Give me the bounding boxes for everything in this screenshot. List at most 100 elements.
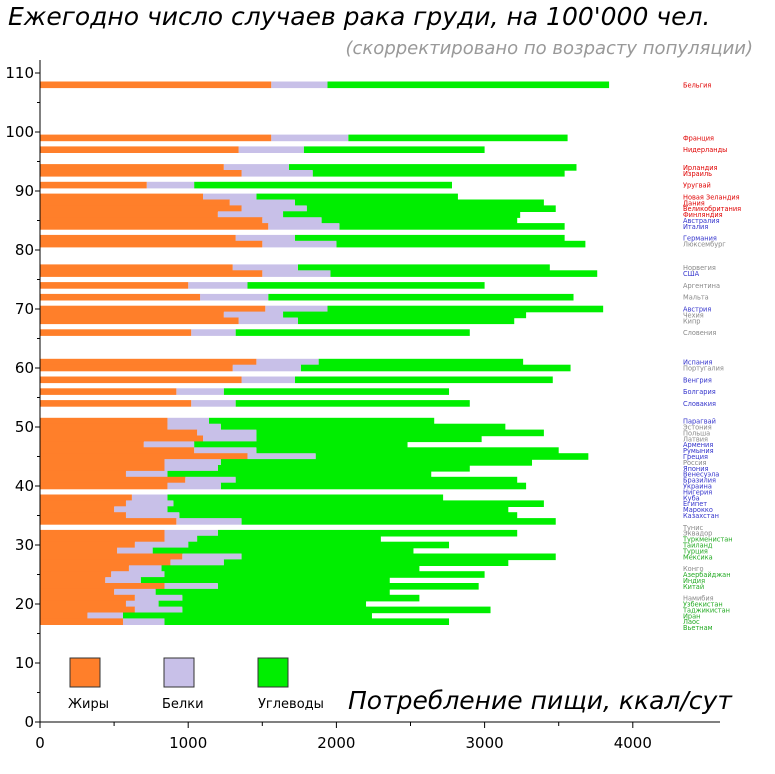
country-label: Нигерия	[683, 488, 712, 496]
bar-carbs	[303, 146, 485, 153]
bar-fat	[40, 305, 266, 313]
country-label: Чехия	[683, 311, 704, 319]
bar-protein	[241, 170, 313, 177]
bar-carbs	[348, 134, 568, 142]
bar-protein	[191, 329, 236, 336]
bar-protein	[271, 81, 328, 89]
bar-protein	[134, 594, 183, 602]
bar-protein	[271, 134, 349, 142]
country-label: Венесуэла	[683, 471, 719, 479]
bar-protein	[232, 364, 301, 372]
bar-protein	[164, 459, 221, 466]
country-label: Индия	[683, 577, 705, 585]
bar-protein	[164, 583, 218, 590]
country-label: Италия	[683, 223, 708, 231]
bar-carbs	[173, 500, 544, 507]
bar-carbs	[312, 170, 565, 177]
bar-fat	[40, 600, 126, 608]
country-label: Словакия	[683, 400, 716, 408]
country-label: Вьетнам	[683, 624, 713, 632]
country-label: Эквадор	[683, 530, 712, 538]
bar-protein	[229, 199, 295, 207]
country-label: Уругвай	[683, 182, 711, 190]
bar-fat	[40, 559, 171, 566]
bar-protein	[125, 512, 180, 519]
bar-carbs	[256, 429, 544, 437]
bar-fat	[40, 465, 165, 472]
bar-carbs	[256, 193, 458, 201]
country-label: Латвия	[683, 435, 708, 443]
bar-carbs	[247, 282, 485, 289]
bar-carbs	[256, 435, 482, 443]
bar-fat	[40, 217, 263, 224]
bar-fat	[40, 329, 192, 336]
bar-carbs	[339, 223, 565, 230]
bar-fat	[40, 264, 233, 271]
bar-protein	[238, 146, 304, 153]
legend-label-protein: Белки	[162, 697, 204, 712]
bar-protein	[265, 305, 328, 313]
bar-carbs	[217, 583, 479, 590]
bar-protein	[164, 529, 218, 537]
country-label: Новая Зеландия	[683, 193, 740, 201]
bar-protein	[194, 447, 257, 454]
bar-carbs	[235, 476, 518, 484]
bar-carbs	[327, 305, 604, 313]
bar-fat	[40, 553, 183, 561]
legend-swatch-fat	[69, 657, 101, 688]
bar-fat	[40, 494, 132, 502]
country-label: Китай	[683, 583, 704, 591]
bar-carbs	[241, 518, 556, 525]
bar-protein	[146, 181, 195, 189]
bar-fat	[40, 565, 129, 572]
bar-protein	[134, 541, 189, 549]
country-label: Россия	[683, 459, 707, 467]
bar-fat	[40, 134, 272, 142]
bar-protein	[111, 571, 165, 578]
bar-fat	[40, 240, 263, 248]
bar-fat	[40, 293, 201, 301]
country-label: Казахстан	[683, 512, 719, 520]
bar-fat	[40, 211, 218, 218]
bar-protein	[125, 500, 174, 507]
bar-carbs	[283, 211, 521, 218]
bar-fat	[40, 459, 165, 466]
bar-protein	[176, 518, 242, 525]
y-tick-label: 100	[5, 123, 34, 141]
bar-carbs	[268, 293, 574, 301]
bar-protein	[117, 547, 153, 555]
country-label: Куба	[683, 494, 700, 502]
bar-protein	[235, 234, 295, 242]
bar-protein	[256, 358, 319, 366]
y-tick-label: 90	[15, 182, 34, 200]
bar-fat	[40, 577, 106, 584]
bar-carbs	[122, 612, 372, 620]
bar-fat	[40, 146, 239, 153]
bar-protein	[223, 164, 289, 171]
bar-carbs	[152, 547, 414, 555]
bar-fat	[40, 500, 126, 507]
y-tick-label: 60	[15, 359, 34, 377]
country-label: Португалия	[683, 365, 724, 373]
bar-protein	[223, 311, 284, 319]
bar-fat	[40, 423, 168, 431]
bar-protein	[238, 317, 298, 325]
bar-carbs	[164, 571, 485, 578]
bar-carbs	[321, 217, 518, 224]
y-tick-label: 30	[15, 536, 34, 554]
bar-carbs	[220, 459, 533, 466]
bar-fat	[40, 417, 168, 425]
country-label: Бразилия	[683, 477, 716, 485]
bar-fat	[40, 470, 126, 478]
bar-fat	[40, 234, 236, 242]
bar-carbs	[158, 600, 367, 608]
bar-protein	[203, 435, 257, 443]
bar-carbs	[235, 329, 470, 336]
country-label: Израиль	[683, 170, 712, 178]
bar-fat	[40, 400, 192, 407]
bar-fat	[40, 205, 242, 212]
bar-carbs	[220, 482, 527, 490]
bar-fat	[40, 588, 115, 596]
country-label: Люксембург	[683, 241, 726, 249]
country-label: Армения	[683, 441, 713, 449]
